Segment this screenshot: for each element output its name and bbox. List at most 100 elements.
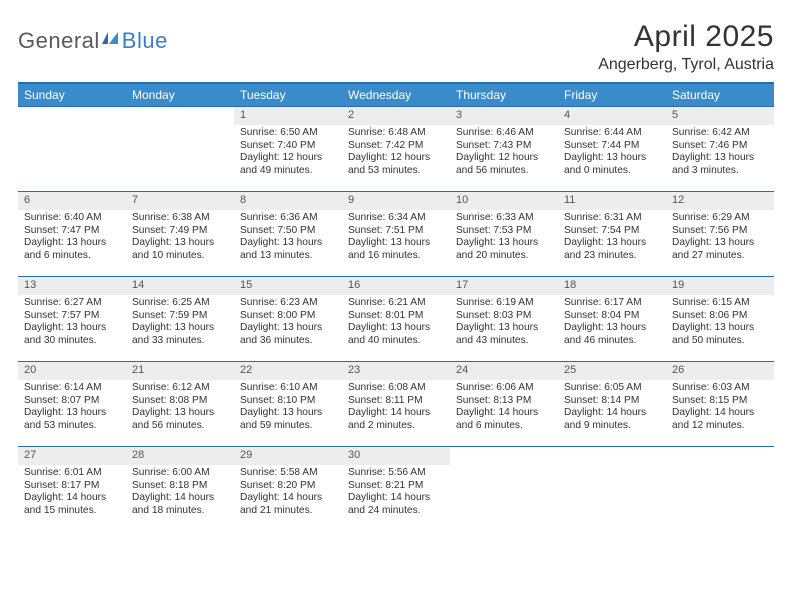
daylight-line: Daylight: 13 hours and 16 minutes.: [348, 237, 444, 263]
day-cell: 27Sunrise: 6:01 AMSunset: 8:17 PMDayligh…: [18, 447, 126, 531]
sunset-line: Sunset: 8:00 PM: [240, 310, 336, 323]
day-number: 10: [450, 192, 558, 210]
day-body: Sunrise: 6:34 AMSunset: 7:51 PMDaylight:…: [342, 210, 450, 267]
sunrise-line: Sunrise: 6:44 AM: [564, 127, 660, 140]
day-body: Sunrise: 6:12 AMSunset: 8:08 PMDaylight:…: [126, 380, 234, 437]
daylight-line: Daylight: 13 hours and 6 minutes.: [24, 237, 120, 263]
day-cell: 26Sunrise: 6:03 AMSunset: 8:15 PMDayligh…: [666, 362, 774, 446]
sunset-line: Sunset: 8:14 PM: [564, 395, 660, 408]
sunrise-line: Sunrise: 6:06 AM: [456, 382, 552, 395]
sunset-line: Sunset: 7:46 PM: [672, 140, 768, 153]
week-row: 6Sunrise: 6:40 AMSunset: 7:47 PMDaylight…: [18, 191, 774, 276]
day-number: 18: [558, 277, 666, 295]
day-number: 23: [342, 362, 450, 380]
sunset-line: Sunset: 8:10 PM: [240, 395, 336, 408]
day-number: 27: [18, 447, 126, 465]
day-cell: 4Sunrise: 6:44 AMSunset: 7:44 PMDaylight…: [558, 107, 666, 191]
day-number: 21: [126, 362, 234, 380]
daylight-line: Daylight: 13 hours and 30 minutes.: [24, 322, 120, 348]
daylight-line: Daylight: 14 hours and 12 minutes.: [672, 407, 768, 433]
day-cell: 10Sunrise: 6:33 AMSunset: 7:53 PMDayligh…: [450, 192, 558, 276]
daylight-line: Daylight: 12 hours and 56 minutes.: [456, 152, 552, 178]
day-cell: 17Sunrise: 6:19 AMSunset: 8:03 PMDayligh…: [450, 277, 558, 361]
sunset-line: Sunset: 8:04 PM: [564, 310, 660, 323]
sunset-line: Sunset: 7:43 PM: [456, 140, 552, 153]
empty-cell: .: [558, 447, 666, 531]
day-number: 12: [666, 192, 774, 210]
sunrise-line: Sunrise: 6:12 AM: [132, 382, 228, 395]
sunset-line: Sunset: 8:13 PM: [456, 395, 552, 408]
day-cell: 3Sunrise: 6:46 AMSunset: 7:43 PMDaylight…: [450, 107, 558, 191]
day-header-sunday: Sunday: [18, 84, 126, 106]
sunrise-line: Sunrise: 6:14 AM: [24, 382, 120, 395]
sunrise-line: Sunrise: 6:36 AM: [240, 212, 336, 225]
sunrise-line: Sunrise: 6:05 AM: [564, 382, 660, 395]
day-cell: 16Sunrise: 6:21 AMSunset: 8:01 PMDayligh…: [342, 277, 450, 361]
sunrise-line: Sunrise: 5:56 AM: [348, 467, 444, 480]
logo-mark-icon: [100, 28, 120, 48]
day-number: 5: [666, 107, 774, 125]
sunrise-line: Sunrise: 6:42 AM: [672, 127, 768, 140]
day-number: 4: [558, 107, 666, 125]
day-number: 16: [342, 277, 450, 295]
daylight-line: Daylight: 13 hours and 3 minutes.: [672, 152, 768, 178]
day-body: Sunrise: 6:14 AMSunset: 8:07 PMDaylight:…: [18, 380, 126, 437]
daylight-line: Daylight: 12 hours and 49 minutes.: [240, 152, 336, 178]
sunrise-line: Sunrise: 6:40 AM: [24, 212, 120, 225]
day-body: Sunrise: 6:31 AMSunset: 7:54 PMDaylight:…: [558, 210, 666, 267]
day-cell: 21Sunrise: 6:12 AMSunset: 8:08 PMDayligh…: [126, 362, 234, 446]
sunset-line: Sunset: 8:17 PM: [24, 480, 120, 493]
logo: General Blue: [18, 28, 168, 54]
day-body: Sunrise: 5:56 AMSunset: 8:21 PMDaylight:…: [342, 465, 450, 522]
week-row: 20Sunrise: 6:14 AMSunset: 8:07 PMDayligh…: [18, 361, 774, 446]
sunrise-line: Sunrise: 6:01 AM: [24, 467, 120, 480]
sunset-line: Sunset: 8:03 PM: [456, 310, 552, 323]
sunset-line: Sunset: 8:11 PM: [348, 395, 444, 408]
day-number: 17: [450, 277, 558, 295]
day-number: 15: [234, 277, 342, 295]
day-cell: 19Sunrise: 6:15 AMSunset: 8:06 PMDayligh…: [666, 277, 774, 361]
daylight-line: Daylight: 13 hours and 50 minutes.: [672, 322, 768, 348]
daylight-line: Daylight: 13 hours and 40 minutes.: [348, 322, 444, 348]
sunrise-line: Sunrise: 6:31 AM: [564, 212, 660, 225]
day-body: Sunrise: 6:06 AMSunset: 8:13 PMDaylight:…: [450, 380, 558, 437]
sunrise-line: Sunrise: 6:10 AM: [240, 382, 336, 395]
day-body: Sunrise: 6:05 AMSunset: 8:14 PMDaylight:…: [558, 380, 666, 437]
day-body: Sunrise: 6:48 AMSunset: 7:42 PMDaylight:…: [342, 125, 450, 182]
header: General Blue April 2025 Angerberg, Tyrol…: [18, 20, 774, 74]
empty-cell: .: [450, 447, 558, 531]
daylight-line: Daylight: 13 hours and 53 minutes.: [24, 407, 120, 433]
day-cell: 30Sunrise: 5:56 AMSunset: 8:21 PMDayligh…: [342, 447, 450, 531]
day-body: Sunrise: 6:46 AMSunset: 7:43 PMDaylight:…: [450, 125, 558, 182]
day-body: Sunrise: 6:03 AMSunset: 8:15 PMDaylight:…: [666, 380, 774, 437]
day-cell: 2Sunrise: 6:48 AMSunset: 7:42 PMDaylight…: [342, 107, 450, 191]
daylight-line: Daylight: 13 hours and 43 minutes.: [456, 322, 552, 348]
sunset-line: Sunset: 8:07 PM: [24, 395, 120, 408]
sunrise-line: Sunrise: 6:48 AM: [348, 127, 444, 140]
day-cell: 1Sunrise: 6:50 AMSunset: 7:40 PMDaylight…: [234, 107, 342, 191]
day-number: 14: [126, 277, 234, 295]
sunrise-line: Sunrise: 6:25 AM: [132, 297, 228, 310]
sunrise-line: Sunrise: 6:17 AM: [564, 297, 660, 310]
sunset-line: Sunset: 7:59 PM: [132, 310, 228, 323]
sunset-line: Sunset: 7:40 PM: [240, 140, 336, 153]
sunset-line: Sunset: 7:54 PM: [564, 225, 660, 238]
day-body: Sunrise: 6:10 AMSunset: 8:10 PMDaylight:…: [234, 380, 342, 437]
day-number: 9: [342, 192, 450, 210]
day-cell: 6Sunrise: 6:40 AMSunset: 7:47 PMDaylight…: [18, 192, 126, 276]
daylight-line: Daylight: 14 hours and 9 minutes.: [564, 407, 660, 433]
day-cell: 20Sunrise: 6:14 AMSunset: 8:07 PMDayligh…: [18, 362, 126, 446]
daylight-line: Daylight: 13 hours and 27 minutes.: [672, 237, 768, 263]
week-row: ..1Sunrise: 6:50 AMSunset: 7:40 PMDaylig…: [18, 106, 774, 191]
day-body: Sunrise: 6:33 AMSunset: 7:53 PMDaylight:…: [450, 210, 558, 267]
sunset-line: Sunset: 7:57 PM: [24, 310, 120, 323]
day-cell: 13Sunrise: 6:27 AMSunset: 7:57 PMDayligh…: [18, 277, 126, 361]
day-body: Sunrise: 6:38 AMSunset: 7:49 PMDaylight:…: [126, 210, 234, 267]
sunrise-line: Sunrise: 6:46 AM: [456, 127, 552, 140]
day-body: Sunrise: 6:08 AMSunset: 8:11 PMDaylight:…: [342, 380, 450, 437]
daylight-line: Daylight: 13 hours and 36 minutes.: [240, 322, 336, 348]
day-number: 6: [18, 192, 126, 210]
sunset-line: Sunset: 7:42 PM: [348, 140, 444, 153]
day-body: Sunrise: 6:17 AMSunset: 8:04 PMDaylight:…: [558, 295, 666, 352]
sunset-line: Sunset: 8:06 PM: [672, 310, 768, 323]
